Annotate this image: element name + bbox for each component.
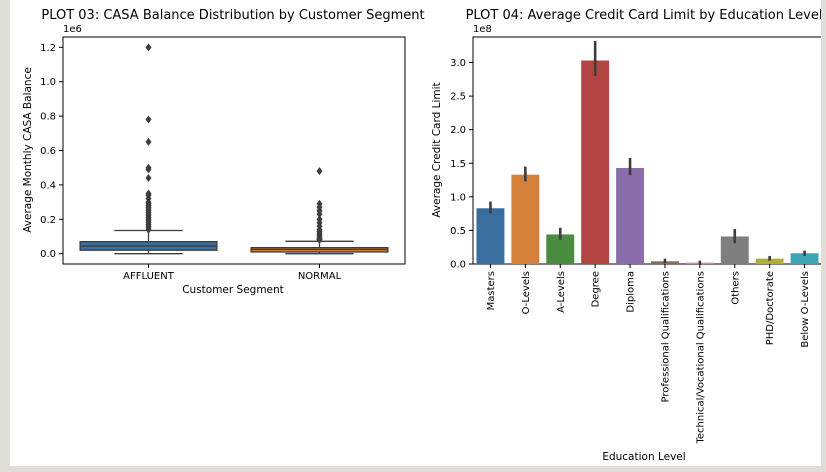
plot-03-y-tick-label: 0.4 — [40, 180, 56, 191]
box-outlier — [316, 210, 323, 219]
plot-03-y-tick-label: 0.0 — [40, 249, 56, 260]
bar — [581, 60, 610, 264]
plot-04-x-tick-label: PHD/Doctorate — [765, 271, 776, 345]
plot-04-y-tick-label: 3.0 — [450, 58, 466, 69]
plot-03-y-ticks: 0.0 0.2 0.4 0.6 0.8 1.0 1.2 — [40, 43, 63, 260]
box-normal — [250, 167, 389, 255]
plot-03-y-tick-label: 1.0 — [40, 77, 56, 88]
box-outlier — [316, 235, 323, 244]
bar — [476, 208, 505, 264]
plot-04-y-tick-label: 0.0 — [450, 260, 466, 271]
plot-03-title: PLOT 03: CASA Balance Distribution by Cu… — [41, 8, 424, 23]
plot-04-y-tick-label: 1.0 — [450, 192, 466, 203]
plot-03-y-tick-label: 1.2 — [40, 43, 56, 54]
plot-03-x-tick-label: AFFLUENT — [123, 271, 175, 282]
plot-04-y-tick-label: 2.0 — [450, 125, 466, 136]
plot-03-y-offset-label: 1e6 — [63, 24, 82, 35]
box-outlier — [145, 174, 152, 183]
bar — [616, 167, 645, 264]
plot-03-y-axis-label: Average Monthly CASA Balance — [22, 67, 34, 233]
box-affluent — [79, 43, 218, 255]
plot-04-x-tick-label: Degree — [591, 271, 602, 307]
plot-04-x-tick-label: Others — [730, 271, 741, 305]
plot-04-y-ticks: 0.0 0.5 1.0 1.5 2.0 2.5 3.0 — [450, 58, 473, 271]
plot-04-x-ticks: Masters O-Levels A-Levels Degree Diploma Prof… — [486, 264, 811, 445]
plot-03-x-axis-label: Customer Segment — [182, 284, 284, 296]
box-outlier — [145, 115, 152, 124]
bar — [755, 258, 784, 264]
plot-04-x-tick-label: Professional Qualifications — [660, 271, 671, 402]
box-outlier — [145, 137, 152, 146]
figure: PLOT 03: CASA Balance Distribution by Cu… — [10, 0, 821, 466]
plot-03-x-ticks: AFFLUENT NORMAL — [123, 264, 342, 282]
plot-04-x-tick-label: O-Levels — [521, 271, 532, 314]
plot-04: PLOT 04: Average Credit Card Limit by Ed… — [431, 8, 821, 463]
plot-03-x-tick-label: NORMAL — [298, 271, 342, 282]
plot-04-y-tick-label: 0.5 — [450, 226, 466, 237]
plot-03-y-tick-label: 0.6 — [40, 146, 56, 157]
chart-canvas: PLOT 03: CASA Balance Distribution by Cu… — [22, 8, 821, 463]
box-outlier — [145, 225, 152, 234]
bar — [511, 174, 540, 264]
plot-04-y-tick-label: 2.5 — [450, 92, 466, 103]
box-outlier — [145, 43, 152, 52]
bar — [790, 253, 819, 264]
box-outlier — [145, 165, 152, 174]
plot-04-x-tick-label: Masters — [486, 271, 497, 310]
plot-03: PLOT 03: CASA Balance Distribution by Cu… — [22, 8, 425, 296]
plot-03-boxes — [79, 43, 389, 255]
plot-04-x-tick-label: Diploma — [626, 271, 637, 313]
plot-04-y-offset-label: 1e8 — [473, 24, 492, 35]
plot-04-x-tick-label: Below O-Levels — [800, 271, 811, 348]
plot-03-y-tick-label: 0.2 — [40, 215, 56, 226]
plot-03-y-tick-label: 0.8 — [40, 112, 56, 123]
plot-04-x-axis-label: Education Level — [602, 451, 685, 463]
plot-03-axes-frame — [62, 36, 406, 265]
plot-04-x-tick-label: A-Levels — [556, 271, 567, 313]
plot-04-y-axis-label: Average Credit Card Limit — [431, 82, 443, 217]
plot-04-y-tick-label: 1.5 — [450, 159, 466, 170]
plot-04-x-tick-label: Technical/Vocational Qualifications — [695, 271, 706, 445]
plot-04-bars — [476, 41, 819, 264]
box-outlier — [316, 167, 323, 176]
plot-04-title: PLOT 04: Average Credit Card Limit by Ed… — [466, 8, 821, 23]
